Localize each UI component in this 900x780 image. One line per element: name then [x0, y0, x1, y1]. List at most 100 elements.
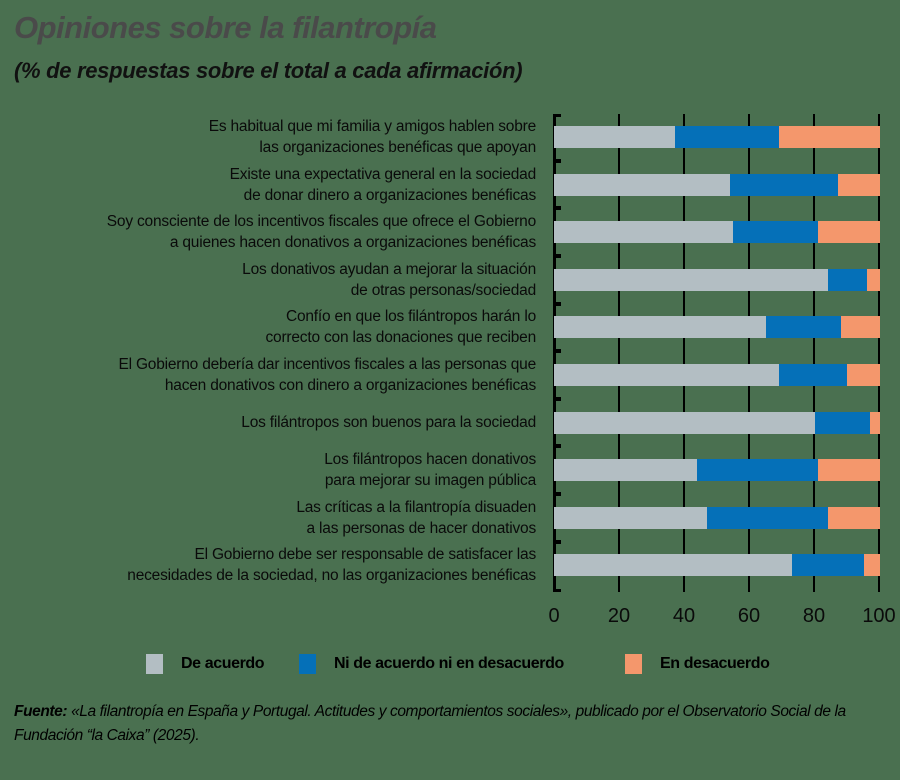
bar-segment-disagree — [847, 364, 880, 386]
x-tick-label: 40 — [672, 605, 696, 627]
gridline — [878, 114, 880, 592]
bar-segment-agree — [554, 411, 815, 434]
bar-segment-disagree — [778, 126, 880, 148]
bar-segment-neutral — [707, 506, 828, 529]
label-line: Los filántropos son buenos para la socie… — [241, 413, 536, 431]
row-tick — [553, 206, 561, 211]
label-line: de otras personas/sociedad — [350, 281, 536, 299]
bar-segment-disagree — [827, 506, 880, 529]
bar-segment-disagree — [863, 554, 880, 577]
x-tick-label: 0 — [548, 605, 560, 627]
row-tick — [553, 444, 561, 449]
bar-segment-disagree — [840, 316, 880, 339]
x-tick-label: 60 — [737, 605, 761, 627]
label-line: Soy consciente de los incentivos fiscale… — [106, 213, 536, 231]
label-line: Los donativos ayudan a mejorar la situac… — [242, 260, 536, 278]
bar-segment-neutral — [778, 364, 848, 386]
row-tick — [553, 396, 561, 401]
legend-item-en-desacuerdo: En desacuerdo — [625, 654, 770, 674]
x-tick-label: 80 — [802, 605, 826, 627]
legend-swatch — [299, 654, 316, 674]
bar-segment-neutral — [697, 459, 819, 482]
bar-segment-neutral — [733, 221, 819, 244]
category-label: Existe una expectativa general en la soc… — [0, 164, 537, 206]
label-line: Confío en que los filántropos harán lo — [285, 308, 536, 326]
source-text: «La filantropía en España y Portugal. Ac… — [14, 703, 846, 744]
category-label: Los filántropos son buenos para la socie… — [0, 412, 536, 433]
stacked-bar — [554, 268, 880, 291]
source-note: Fuente: «La filantropía en España y Port… — [14, 700, 894, 748]
x-tick-label: 100 — [862, 605, 896, 627]
row-tick — [553, 301, 561, 306]
stacked-bar — [554, 506, 880, 529]
stacked-bar — [554, 316, 880, 339]
axis-cap-top — [553, 114, 561, 117]
label-line: Existe una expectativa general en la soc… — [229, 165, 537, 183]
label-line: Las críticas a la filantropía disuaden — [296, 498, 536, 516]
bar-segment-neutral — [765, 316, 841, 339]
label-line: hacen donativos con dinero a organizacio… — [164, 377, 536, 394]
stacked-bar — [554, 173, 880, 196]
category-label: Las críticas a la filantropía disuaden a … — [0, 497, 536, 539]
row-tick — [553, 349, 561, 354]
bar-segment-neutral — [791, 554, 864, 577]
bar-segment-neutral — [674, 126, 779, 148]
gridline — [683, 114, 685, 592]
category-label: Los donativos ayudan a mejorar la situac… — [0, 259, 536, 301]
category-label: El Gobierno debería dar incentivos fisca… — [0, 354, 536, 396]
label-line: Es habitual que mi familia y amigos habl… — [208, 118, 536, 135]
stacked-bar — [554, 459, 880, 482]
bar-segment-agree — [554, 316, 766, 339]
x-tick-label: 20 — [607, 605, 631, 627]
bar-segment-neutral — [814, 411, 871, 434]
legend-swatch — [146, 654, 163, 674]
label-line: para mejorar su imagen pública — [324, 472, 536, 490]
source-label: Fuente: — [14, 703, 68, 720]
stacked-bar — [554, 411, 880, 434]
bar-segment-disagree — [870, 411, 880, 434]
stacked-bar — [554, 554, 880, 577]
gridline — [618, 114, 620, 592]
category-labels: Es habitual que mi familia y amigos habl… — [0, 0, 536, 600]
legend-item-de-acuerdo: De acuerdo — [146, 654, 265, 674]
bar-segment-disagree — [818, 221, 880, 244]
bar-segment-disagree — [866, 268, 880, 291]
label-line: a quienes hacen donativos a organizacion… — [169, 234, 536, 252]
label-line: El Gobierno debe ser responsable de sati… — [194, 546, 536, 564]
row-tick — [553, 158, 561, 163]
stacked-bar — [554, 221, 880, 244]
category-label: Soy consciente de los incentivos fiscale… — [0, 211, 536, 253]
bar-segment-agree — [554, 173, 731, 196]
label-line: las organizaciones benéficas que apoyan — [259, 139, 536, 156]
legend: De acuerdo Ni de acuerdo ni en desacuerd… — [0, 654, 900, 678]
bar-segment-agree — [554, 126, 675, 148]
legend-label: Ni de acuerdo ni en desacuerdo — [334, 655, 564, 672]
bar-segment-neutral — [730, 173, 838, 196]
bar-segment-agree — [554, 268, 828, 291]
label-line: de donar dinero a organizaciones benéfic… — [243, 186, 537, 204]
stacked-bar — [554, 364, 880, 386]
stacked-bar — [554, 126, 880, 148]
chart-subtitle: (% de respuestas sobre el total a cada a… — [14, 58, 523, 83]
legend-label: De acuerdo — [181, 655, 265, 672]
category-label: El Gobierno debe ser responsable de sati… — [0, 544, 536, 586]
bar-segment-agree — [554, 554, 792, 577]
row-tick — [553, 254, 561, 258]
bar-segment-agree — [554, 364, 779, 386]
bar-segment-disagree — [837, 173, 880, 196]
plot-area — [553, 114, 880, 592]
category-label: Confío en que los filántropos harán lo co… — [0, 306, 536, 348]
bar-segment-disagree — [818, 459, 880, 482]
label-line: El Gobierno debería dar incentivos fisca… — [118, 356, 536, 373]
label-line: necesidades de la sociedad, no las organ… — [127, 567, 536, 585]
label-line: correcto con las donaciones que reciben — [265, 329, 536, 347]
bar-segment-agree — [554, 459, 698, 482]
row-tick — [553, 539, 561, 544]
bar-segment-agree — [554, 221, 734, 244]
legend-label: En desacuerdo — [660, 655, 770, 672]
legend-swatch — [625, 654, 642, 674]
gridline — [813, 114, 815, 592]
legend-item-neutral: Ni de acuerdo ni en desacuerdo — [299, 654, 564, 674]
category-label: Los filántropos hacen donativos para mejo… — [0, 449, 536, 491]
label-line: Los filántropos hacen donativos — [324, 451, 536, 469]
